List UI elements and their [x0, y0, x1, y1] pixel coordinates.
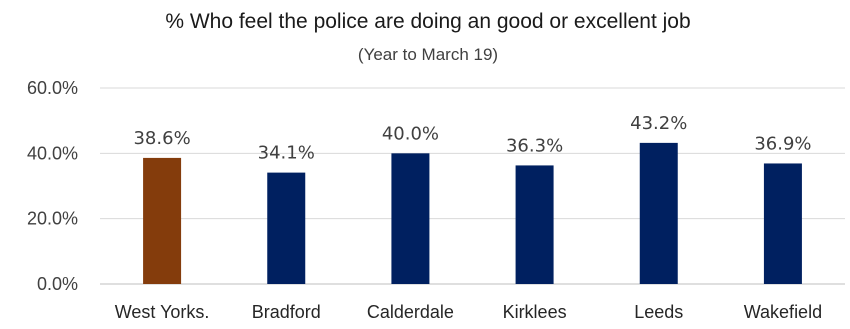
- bar: [143, 157, 182, 284]
- category-label: Kirklees: [503, 302, 567, 322]
- category-label: Leeds: [634, 302, 683, 322]
- chart-subtitle: (Year to March 19): [358, 45, 498, 64]
- data-labels: 38.6% 34.1% 40.0% 36.3% 43.2% 36.9%: [133, 113, 811, 164]
- data-label: 43.2%: [630, 113, 687, 134]
- chart-title: % Who feel the police are doing an good …: [165, 10, 690, 33]
- y-tick-label: 0.0%: [37, 274, 78, 294]
- category-label: Calderdale: [367, 302, 454, 322]
- data-label: 40.0%: [382, 123, 439, 144]
- category-label: Wakefield: [744, 302, 822, 322]
- y-tick-label: 60.0%: [27, 78, 78, 98]
- y-tick-label: 20.0%: [27, 209, 78, 229]
- category-label: Bradford: [252, 302, 321, 322]
- data-label: 36.9%: [754, 133, 811, 154]
- category-label: West Yorks.: [115, 302, 210, 322]
- data-label: 34.1%: [258, 143, 315, 164]
- bars: [143, 142, 802, 284]
- gridlines: [100, 87, 845, 285]
- bar: [391, 153, 430, 284]
- bar: [515, 165, 554, 284]
- y-axis-ticks: 0.0% 20.0% 40.0% 60.0%: [27, 78, 78, 294]
- data-label: 38.6%: [133, 128, 190, 149]
- y-tick-label: 40.0%: [27, 143, 78, 163]
- bar: [639, 142, 678, 284]
- bar: [267, 172, 306, 284]
- x-axis-categories: West Yorks. Bradford Calderdale Kirklees Lee…: [115, 302, 822, 322]
- data-label: 36.3%: [506, 135, 563, 156]
- bar: [763, 163, 802, 284]
